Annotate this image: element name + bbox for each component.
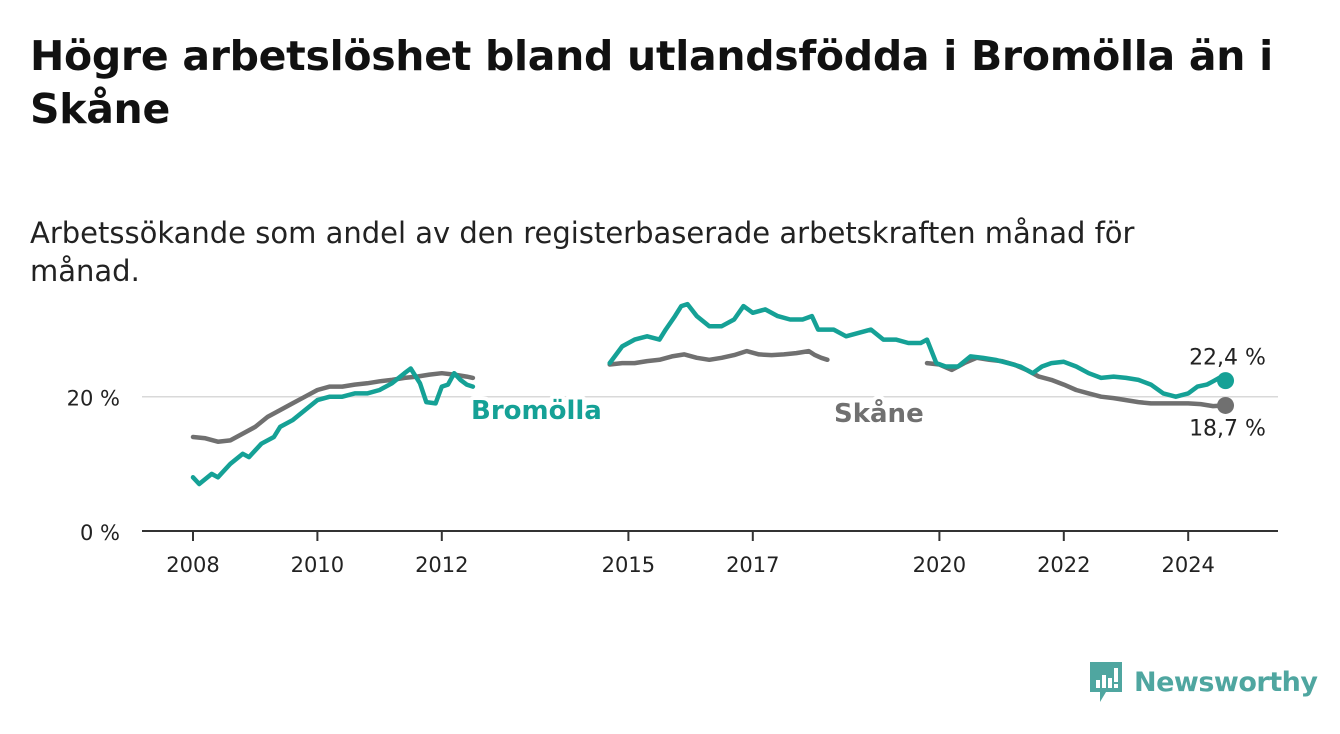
series-line-bromolla	[607, 301, 1228, 399]
series-label-bromolla-halo: Bromölla	[471, 396, 602, 426]
series-line-skane	[190, 370, 476, 444]
series-label-skane-halo: Skåne	[834, 397, 924, 429]
x-tick-label: 2020	[913, 553, 966, 577]
x-tick-label: 2017	[726, 553, 779, 577]
x-tick-label: 2022	[1037, 553, 1090, 577]
line-chart: 0 % 20 % 2008 2010 2012 2015 2017 2020 2022 2024 B…	[67, 301, 1278, 577]
x-tick-label: 2012	[415, 553, 468, 577]
y-tick-label: 0 %	[80, 521, 120, 545]
brand-logo: Newsworthy	[1088, 660, 1318, 704]
end-label-bromolla: 22,4 %	[1189, 346, 1266, 371]
end-point-bromolla	[1217, 372, 1235, 390]
chart-subtitle: Arbetssökande som andel av den registerb…	[30, 216, 1135, 288]
series-label-bromolla: Bromölla	[471, 396, 602, 426]
x-tick-label: 2024	[1161, 553, 1214, 577]
x-tick-label: 2008	[166, 553, 219, 577]
y-tick-label: 20 %	[67, 387, 120, 411]
newsworthy-logo-icon	[1090, 662, 1122, 702]
chart-title: Högre arbetslöshet bland utlandsfödda i …	[30, 32, 1273, 133]
x-tick-label: 2015	[602, 553, 655, 577]
x-tick-label: 2010	[291, 553, 344, 577]
series-label-skane: Skåne	[834, 397, 924, 429]
series-line-bromolla	[190, 366, 476, 487]
end-point-skane	[1217, 396, 1235, 414]
end-label-skane: 18,7 %	[1189, 416, 1266, 441]
series-line-skane	[607, 348, 830, 367]
brand-name: Newsworthy	[1134, 666, 1318, 698]
